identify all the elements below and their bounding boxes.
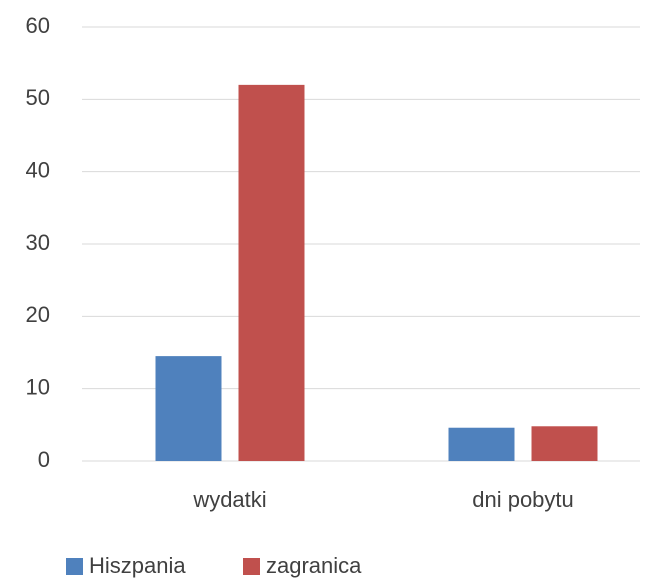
legend-label: zagranica — [266, 553, 362, 578]
y-tick-label: 50 — [26, 85, 50, 110]
legend-label: Hiszpania — [89, 553, 186, 578]
y-tick-label: 20 — [26, 302, 50, 327]
y-tick-label: 30 — [26, 230, 50, 255]
y-tick-label: 40 — [26, 157, 50, 182]
bar — [155, 356, 222, 461]
bar — [531, 426, 598, 461]
y-tick-label: 60 — [26, 13, 50, 38]
legend-swatch — [66, 558, 83, 575]
x-tick-label: dni pobytu — [472, 487, 574, 512]
bar — [448, 427, 515, 461]
bar — [238, 84, 305, 461]
x-tick-label: wydatki — [192, 487, 266, 512]
y-tick-label: 0 — [38, 447, 50, 472]
y-tick-label: 10 — [26, 374, 50, 399]
legend-swatch — [243, 558, 260, 575]
